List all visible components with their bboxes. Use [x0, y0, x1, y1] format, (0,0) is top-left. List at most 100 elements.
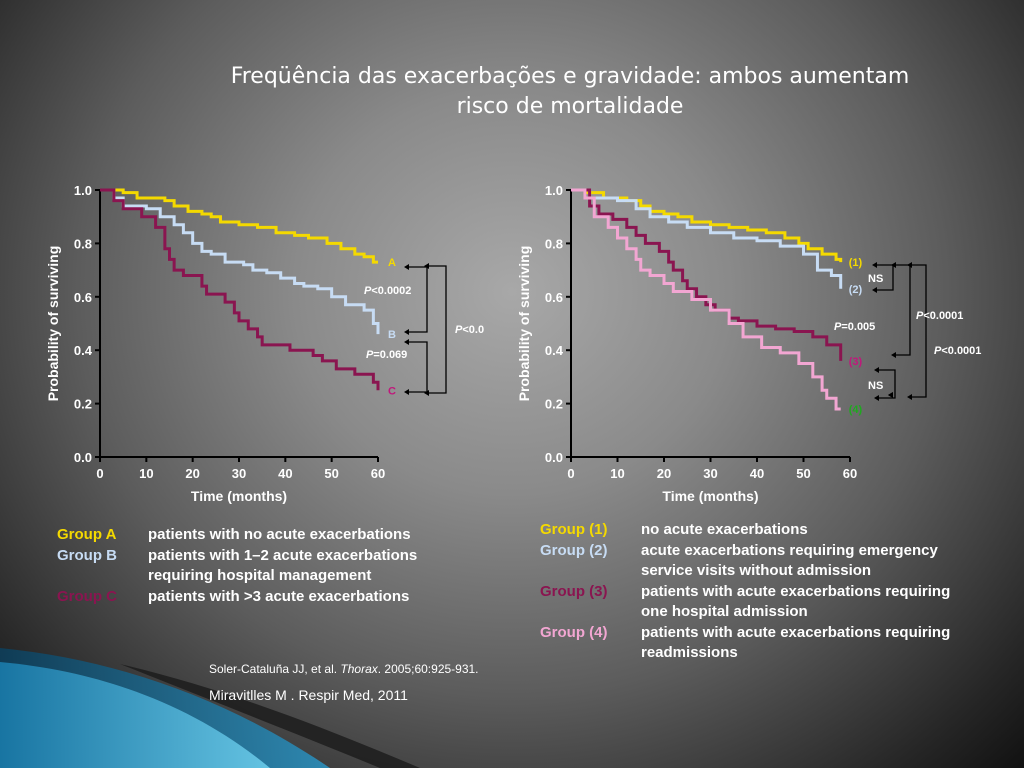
slide-title: Freqüência das exacerbações e gravidade:…: [180, 62, 960, 122]
chart-1: 0.0 0.2 0.4 0.6 0.8 1.0 0 10 20 30 40 50 60 Time (mon…: [45, 183, 396, 504]
legend-left-description: patients with 1–2 acute exacerbations req…: [148, 546, 418, 585]
legend-right-key: Group (4): [540, 623, 608, 641]
legend-left-row: Group B patients with 1–2 acute exacerbat…: [57, 546, 417, 587]
chart-2: 0.0 0.2 0.4 0.6 0.8 1.0 0 10 20 30 40 50 60 Time (mon…: [516, 183, 862, 504]
y-tick-label: 0.2: [74, 397, 92, 412]
y-tick-label: 0.6: [545, 290, 563, 305]
x-axis-label: Time (months): [191, 488, 287, 504]
bracket-arrow: [874, 367, 879, 373]
p-value-1-2: NS: [868, 273, 883, 285]
p-value-1-3: P<0.0001: [916, 310, 963, 322]
bracket-1-4: [912, 264, 927, 398]
legend-left: Group A patients with no acute exacerbati…: [57, 525, 417, 607]
x-tick-label: 10: [610, 466, 624, 481]
y-tick-label: 0.8: [74, 236, 92, 251]
bracket-arrow: [907, 394, 912, 400]
x-tick-label: 40: [278, 466, 292, 481]
legend-left-key: Group A: [57, 526, 117, 543]
y-tick-label: 0.4: [545, 343, 564, 358]
legend-right-key: Group (2): [540, 541, 608, 559]
legend-right-description: acute exacerbations requiring emergency s…: [641, 541, 938, 580]
legend-right-description: no acute exacerbations: [641, 521, 808, 538]
bracket-arrow: [891, 352, 896, 358]
x-tick-label: 0: [96, 466, 103, 481]
series-label: B: [388, 329, 396, 341]
bracket-a-b: [409, 266, 428, 333]
y-tick-label: 0.0: [74, 450, 92, 465]
citation-miravitlles: Miravitlles M . Respir Med, 2011: [209, 687, 408, 703]
y-tick-label: 0.8: [545, 236, 563, 251]
legend-right-row: Group (3) patients with acute exacerbatio…: [540, 582, 950, 623]
y-tick-label: 0.4: [74, 343, 93, 358]
citation-soler-cataluna: Soler-Cataluña JJ, et al. Thorax. 2005;6…: [209, 662, 479, 676]
survival-curve-2: [571, 188, 843, 289]
p-value-a-b: P<0.0002: [364, 285, 411, 297]
y-tick-label: 1.0: [74, 183, 92, 198]
x-tick-label: 30: [232, 466, 246, 481]
legend-left-key: Group B: [57, 546, 117, 564]
p-value-2-3: P=0.005: [834, 321, 875, 333]
x-tick-label: 60: [843, 466, 857, 481]
bracket-arrow: [404, 389, 409, 395]
legend-right-row: Group (2) acute exacerbations requiring e…: [540, 541, 950, 582]
y-axis-label: Probability of surviving: [45, 246, 61, 402]
x-tick-label: 50: [324, 466, 338, 481]
legend-left-description: patients with >3 acute exacerbations: [148, 587, 410, 605]
y-tick-label: 0.6: [74, 290, 92, 305]
bracket-a-c: [429, 265, 447, 394]
bracket-arrow: [872, 287, 877, 293]
legend-right-key: Group (3): [540, 582, 608, 600]
legend-left-row: Group C patients with >3 acute exacerbati…: [57, 587, 417, 608]
y-tick-label: 0.0: [545, 450, 563, 465]
title-line-2: risco de mortalidade: [456, 94, 684, 119]
bracket-arrow: [888, 392, 893, 398]
legend-left-row: Group A patients with no acute exacerbati…: [57, 525, 417, 546]
bracket-arrow: [424, 263, 429, 269]
series-label: (2): [849, 284, 863, 296]
title-line-1: Freqüência das exacerbações e gravidade:…: [230, 64, 910, 89]
legend-left-key: Group C: [57, 587, 117, 605]
y-tick-label: 1.0: [545, 183, 563, 198]
bracket-arrow: [404, 339, 409, 345]
bracket-arrow: [874, 395, 879, 401]
x-tick-label: 0: [567, 466, 574, 481]
citation-authors: Soler-Cataluña JJ, et al.: [209, 662, 341, 676]
x-tick-label: 50: [796, 466, 810, 481]
x-tick-label: 30: [703, 466, 717, 481]
bracket-b-c: [409, 341, 428, 393]
y-tick-label: 0.2: [545, 397, 563, 412]
survival-curve-C: [100, 188, 380, 391]
series-label: (4): [849, 404, 863, 416]
x-tick-label: 10: [139, 466, 153, 481]
survival-curve-3: [571, 188, 843, 361]
series-label: A: [388, 257, 396, 269]
bracket-arrow: [404, 329, 409, 335]
survival-curve-A: [100, 188, 378, 264]
y-axis-label: Probability of surviving: [516, 246, 532, 402]
legend-right-description: patients with acute exacerbations requir…: [641, 582, 951, 621]
citation-details: . 2005;60:925-931.: [377, 662, 479, 676]
bracket-3-4: [879, 369, 896, 399]
bracket-arrow: [872, 262, 877, 268]
survival-curve-B: [100, 188, 380, 335]
bracket-arrow: [907, 262, 912, 268]
p-value-a-c: P<0.0: [455, 324, 484, 336]
series-label: (1): [849, 257, 863, 269]
bracket-arrow: [891, 262, 896, 268]
p-value-3-4: NS: [868, 380, 883, 392]
bracket-1-2: [877, 264, 894, 291]
series-label: C: [388, 385, 396, 397]
series-label: (3): [849, 356, 863, 368]
x-tick-label: 60: [371, 466, 385, 481]
citation-journal: Thorax: [340, 662, 378, 676]
legend-right-key: Group (1): [540, 521, 608, 538]
x-tick-label: 20: [657, 466, 671, 481]
x-tick-label: 20: [185, 466, 199, 481]
p-value-1-4: P<0.0001: [934, 345, 981, 357]
legend-right-row: Group (4) patients with acute exacerbatio…: [540, 623, 950, 664]
x-tick-label: 40: [750, 466, 764, 481]
significance-annotations: P<0.0002 P<0.0 P=0.069 NS P=0.005 NS P<0.0001 P…: [364, 262, 981, 401]
survival-curve-4: [571, 188, 841, 411]
